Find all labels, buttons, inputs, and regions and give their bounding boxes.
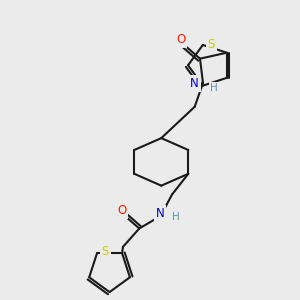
Text: S: S [102,245,109,258]
Text: N: N [156,207,164,220]
Text: H: H [210,83,218,93]
Text: H: H [172,212,180,223]
Text: O: O [176,33,186,46]
Text: O: O [117,204,127,217]
Text: S: S [208,38,215,51]
Text: N: N [190,77,199,90]
